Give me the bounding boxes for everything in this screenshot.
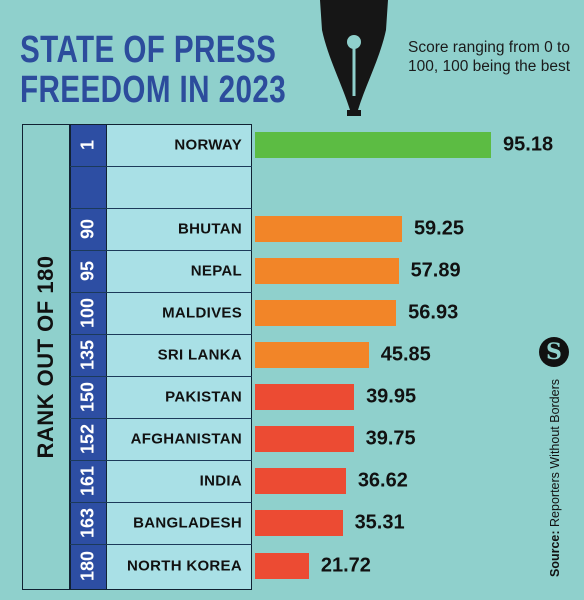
publisher-logo-icon: S <box>539 337 569 367</box>
country-label: SRI LANKA <box>157 346 242 364</box>
country-label-column <box>107 124 252 590</box>
country-label: NORTH KOREA <box>127 557 242 575</box>
country-label: AFGHANISTAN <box>130 430 242 448</box>
row-divider <box>70 250 252 251</box>
country-label: INDIA <box>199 472 242 490</box>
rank-label: 90 <box>77 218 98 240</box>
rank-label: 161 <box>77 465 98 497</box>
score-bar <box>255 132 492 158</box>
score-value-label: 39.75 <box>365 427 416 450</box>
row-divider <box>70 166 252 167</box>
country-label: BHUTAN <box>177 220 242 238</box>
rank-column <box>70 124 107 590</box>
country-label: NORWAY <box>174 136 242 154</box>
source-credit: Source: Reporters Without Borders <box>548 379 562 577</box>
score-bar <box>255 258 399 284</box>
score-bar <box>255 468 346 494</box>
row-divider <box>70 292 252 293</box>
score-value-label: 39.95 <box>366 385 417 408</box>
rank-axis-label: RANK OUT OF 180 <box>33 255 58 459</box>
row-divider <box>70 460 252 461</box>
title-line-1: STATE OF PRESS <box>20 29 277 71</box>
title-line-2: FREEDOM IN 2023 <box>20 69 287 111</box>
score-value-label: 36.62 <box>357 469 408 492</box>
chart-title: STATE OF PRESS FREEDOM IN 2023 <box>20 30 286 110</box>
score-bar <box>255 384 355 410</box>
score-value-label: 57.89 <box>410 259 461 282</box>
score-value-label: 95.18 <box>503 133 554 156</box>
rank-label: 1 <box>77 139 98 151</box>
source-name: Reporters Without Borders <box>548 378 562 527</box>
score-bar <box>255 342 369 368</box>
row-divider <box>70 418 252 419</box>
score-bar <box>255 216 402 242</box>
score-value-label: 45.85 <box>380 343 431 366</box>
score-bar <box>255 510 343 536</box>
country-label: PAKISTAN <box>165 388 242 406</box>
score-value-label: 21.72 <box>320 554 371 577</box>
score-value-label: 56.93 <box>408 301 459 324</box>
country-label: MALDIVES <box>162 304 242 322</box>
rank-label: 163 <box>77 507 98 539</box>
country-label: BANGLADESH <box>133 514 242 532</box>
rank-label: 135 <box>77 339 98 371</box>
rank-label: 150 <box>77 381 98 413</box>
row-divider <box>70 544 252 545</box>
score-bar <box>255 426 354 452</box>
fountain-pen-nib-icon <box>320 0 388 116</box>
score-value-label: 59.25 <box>413 217 464 240</box>
rank-label: 100 <box>77 297 98 329</box>
row-divider <box>70 502 252 503</box>
country-label: NEPAL <box>190 262 242 280</box>
row-divider <box>70 376 252 377</box>
rank-label: 152 <box>77 423 98 455</box>
score-bar <box>255 553 309 579</box>
row-divider <box>70 208 252 209</box>
rank-axis-panel <box>22 124 70 590</box>
chart-subtitle: Score ranging from 0 to 100, 100 being t… <box>408 39 571 75</box>
score-bar <box>255 300 397 326</box>
source-prefix: Source: <box>548 530 562 578</box>
score-value-label: 35.31 <box>354 511 405 534</box>
row-divider <box>70 334 252 335</box>
rank-label: 180 <box>77 550 98 582</box>
rank-label: 95 <box>77 260 98 282</box>
